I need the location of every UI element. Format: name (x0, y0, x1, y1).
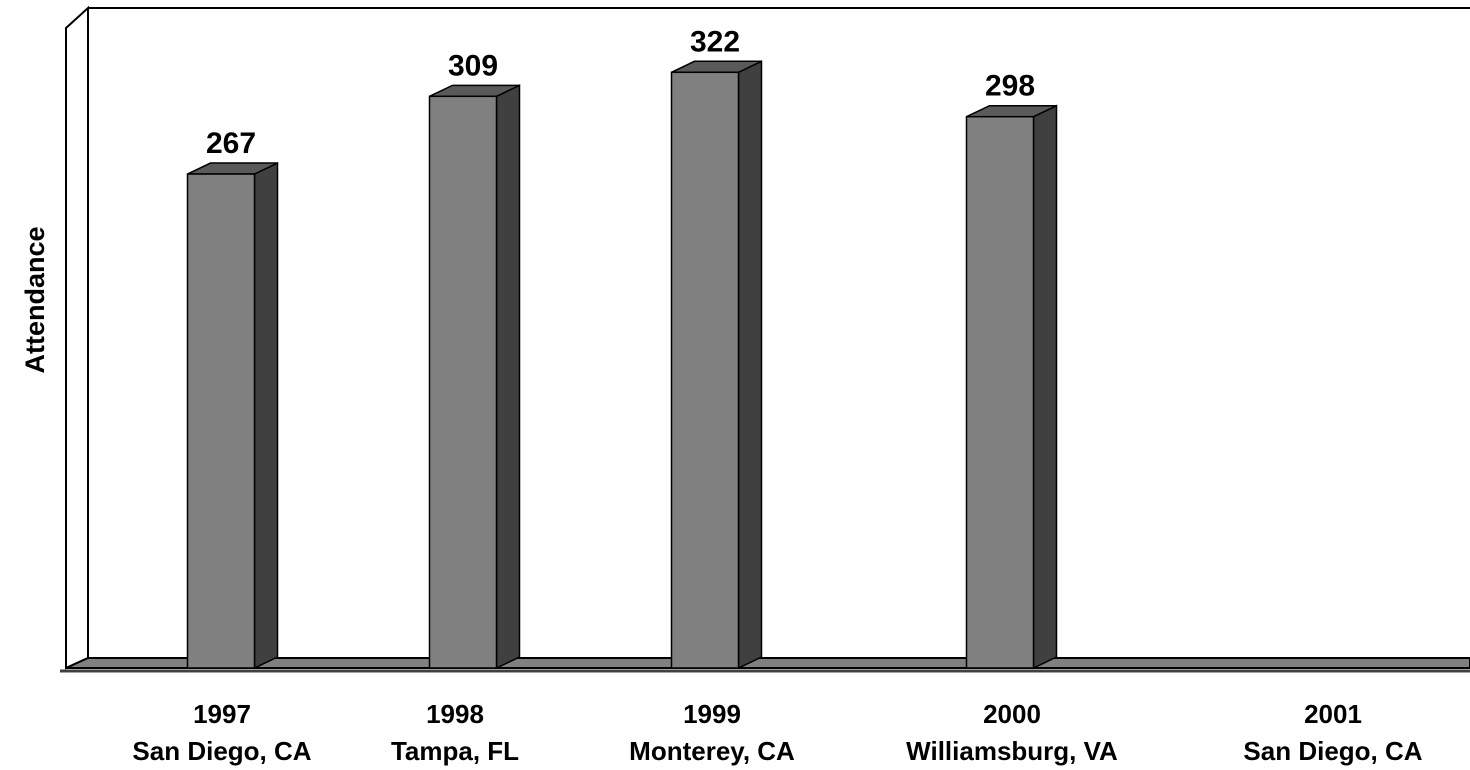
x-tick-year-1997: 1997 (193, 699, 251, 729)
x-tick-location-2000: Williamsburg, VA (906, 736, 1118, 766)
x-tick-location-1997: San Diego, CA (132, 736, 311, 766)
bar-side-face (737, 60, 763, 670)
bar-side-face (253, 161, 279, 670)
y-axis-title: Attendance (20, 226, 50, 373)
x-tick-year-2001: 2001 (1304, 699, 1362, 729)
x-tick-location-2001: San Diego, CA (1243, 736, 1422, 766)
bar-front-face (186, 173, 256, 669)
bar-1997 (186, 161, 279, 670)
chart-floor (65, 657, 1470, 669)
x-tick-location-1998: Tampa, FL (391, 736, 519, 766)
bar-side-face (1032, 104, 1058, 670)
data-label-1999: 322 (690, 25, 740, 58)
bar-1999 (670, 60, 763, 670)
bar-front-face (670, 71, 740, 669)
left-wall (65, 5, 89, 670)
data-labels-layer: 267 309 322 298 (206, 25, 1035, 160)
bar-2000 (965, 104, 1058, 670)
data-label-2000: 298 (985, 70, 1035, 103)
bar-front-face (965, 115, 1035, 669)
x-tick-year-1999: 1999 (683, 699, 741, 729)
bar-side-face (495, 84, 521, 670)
x-tick-year-1998: 1998 (426, 699, 484, 729)
bars-layer (186, 60, 1058, 670)
back-wall (88, 8, 1470, 658)
data-label-1998: 309 (448, 49, 498, 82)
x-tick-labels-layer: 1997 San Diego, CA 1998 Tampa, FL 1999 Monter… (132, 699, 1422, 766)
x-tick-year-2000: 2000 (983, 699, 1041, 729)
x-tick-location-1999: Monterey, CA (629, 736, 795, 766)
bar-front-face (428, 95, 498, 669)
data-label-1997: 267 (206, 127, 256, 160)
bar-1998 (428, 84, 521, 670)
